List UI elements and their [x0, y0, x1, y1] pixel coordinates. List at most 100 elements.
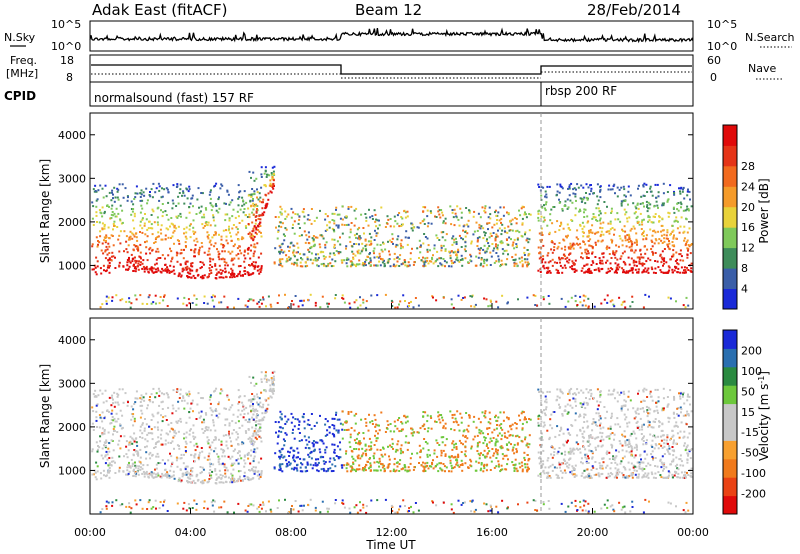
power-cell — [278, 225, 280, 228]
velocity-cell — [524, 466, 527, 469]
power-cell — [558, 242, 561, 244]
power-cell — [579, 197, 582, 200]
power-cell — [655, 200, 658, 203]
power-cell — [192, 274, 195, 277]
power-cell — [645, 260, 648, 263]
power-cell — [380, 248, 383, 251]
velocity-cell — [438, 418, 441, 421]
power-cell — [236, 210, 239, 213]
power-cell — [563, 264, 566, 267]
velocity-cell — [232, 429, 235, 431]
power-cell — [541, 234, 544, 236]
velocity-cell — [493, 428, 496, 431]
velocity-cell — [171, 462, 174, 465]
nave-trace — [91, 71, 692, 79]
power-cell — [426, 209, 429, 212]
power-cell — [270, 191, 273, 194]
velocity-cell — [154, 396, 157, 399]
power-cell — [480, 225, 483, 228]
velocity-cell — [259, 423, 262, 426]
velocity-cell — [167, 433, 170, 436]
power-cell — [482, 237, 485, 240]
velocity-cell — [407, 441, 410, 444]
power-cell — [282, 233, 285, 236]
power-cell — [141, 262, 144, 265]
power-cell — [225, 239, 228, 242]
power-cell — [166, 266, 169, 269]
power-cell — [141, 218, 144, 221]
velocity-cell — [478, 441, 481, 444]
velocity-cell — [109, 469, 111, 472]
power-cell — [594, 232, 597, 235]
power-cell — [665, 271, 668, 274]
velocity-cell — [378, 457, 381, 460]
power-cell — [443, 260, 446, 263]
power-cell — [179, 263, 182, 266]
power-cell — [401, 262, 404, 265]
power-cell — [577, 243, 580, 246]
power-cell — [209, 197, 212, 200]
power-cell — [598, 214, 600, 217]
power-cell — [218, 258, 221, 261]
power-cell — [262, 296, 264, 299]
power-cell — [506, 211, 508, 214]
power-cell — [464, 250, 467, 253]
power-cell — [682, 304, 685, 307]
power-cell — [152, 271, 155, 274]
velocity-cell — [500, 447, 503, 450]
power-cell — [541, 261, 544, 264]
power-cell — [156, 221, 159, 224]
velocity-cell — [460, 442, 463, 445]
power-cell — [213, 245, 216, 248]
power-cell — [468, 211, 471, 214]
power-cell — [480, 258, 483, 261]
velocity-cell — [172, 474, 175, 477]
power-cell — [170, 217, 173, 219]
power-cell — [426, 250, 429, 253]
power-cell — [429, 249, 431, 252]
power-cell — [654, 267, 657, 270]
velocity-cell — [326, 433, 329, 436]
velocity-cell — [400, 430, 403, 432]
power-cell — [130, 302, 133, 305]
nsky-label: N.Sky — [4, 31, 36, 44]
power-cell — [672, 236, 675, 239]
velocity-cell — [403, 415, 406, 418]
velocity-cell — [332, 470, 335, 472]
power-cell — [192, 205, 194, 208]
velocity-cell — [279, 416, 282, 419]
power-cell — [219, 187, 222, 190]
power-cell — [668, 269, 671, 272]
power-cell — [672, 253, 675, 256]
power-cell — [587, 250, 589, 253]
power-cell — [206, 235, 209, 238]
velocity-cell — [149, 396, 151, 398]
power-cell — [280, 225, 283, 228]
velocity-cell — [412, 431, 415, 434]
velocity-cell — [164, 415, 167, 418]
velocity-cell — [333, 417, 336, 420]
power-cell — [375, 225, 378, 228]
velocity-cell — [250, 454, 252, 457]
power-cell — [230, 267, 233, 270]
power-cell — [279, 221, 282, 224]
velocity-cell — [220, 477, 223, 480]
power-cell — [478, 226, 481, 229]
velocity-cell — [110, 439, 113, 442]
power-cell — [478, 223, 481, 226]
power-cell — [537, 219, 540, 222]
power-cell — [157, 235, 160, 238]
velocity-cell — [169, 469, 172, 472]
power-cell — [676, 262, 679, 265]
power-cell — [203, 251, 206, 254]
power-cell — [553, 261, 556, 264]
power-cell — [647, 214, 650, 217]
power-cell — [224, 213, 227, 216]
power-cell — [546, 254, 549, 257]
power-cell — [589, 229, 592, 231]
power-cell — [471, 295, 473, 298]
ytick-label: 3000 — [58, 172, 86, 185]
velocity-cell — [382, 447, 385, 450]
power-cell — [498, 219, 501, 222]
velocity-cell — [393, 457, 396, 460]
